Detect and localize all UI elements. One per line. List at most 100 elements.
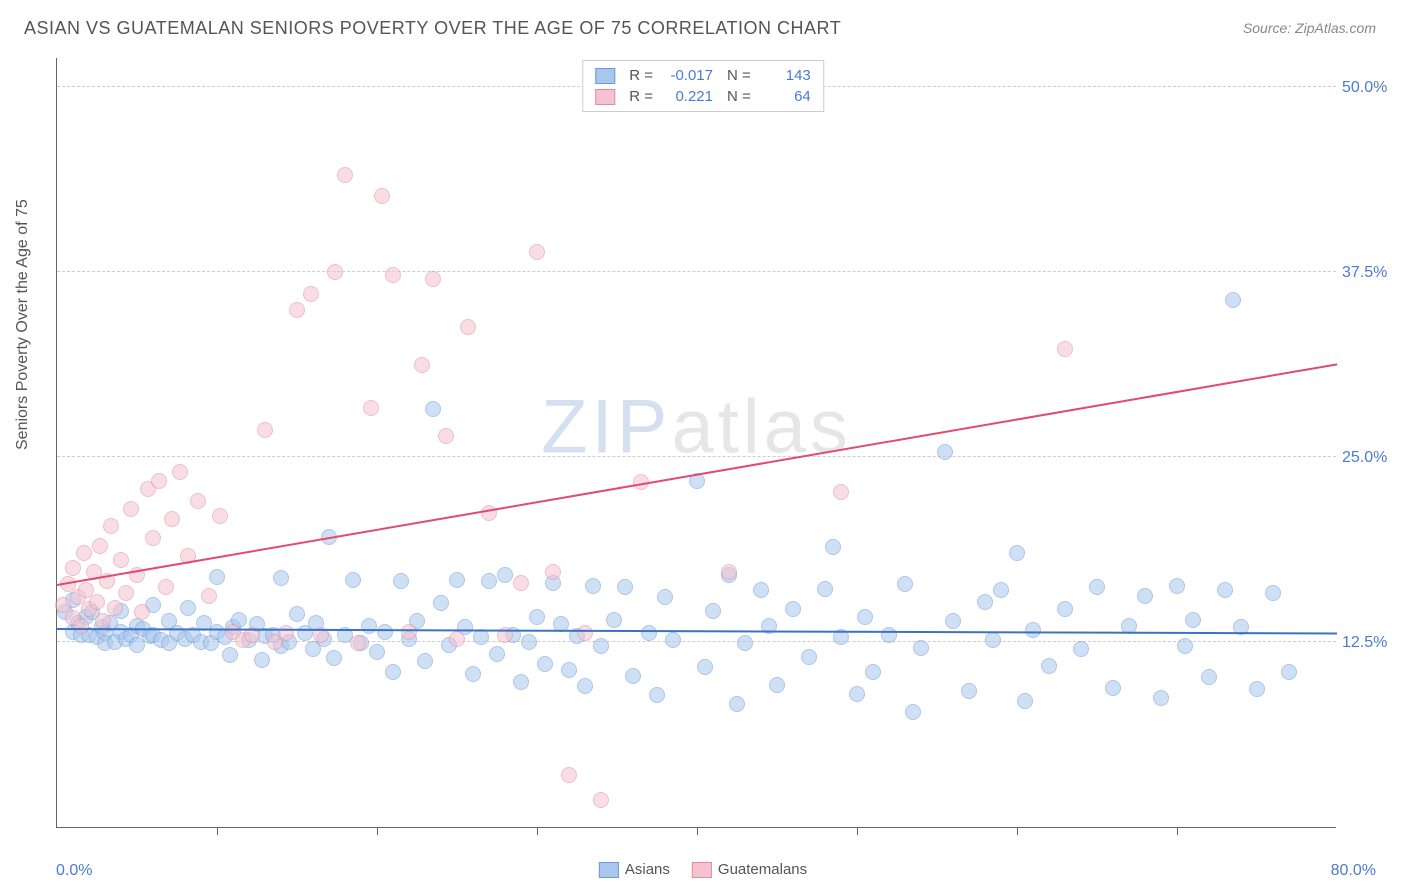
data-point bbox=[1281, 664, 1297, 680]
data-point bbox=[593, 792, 609, 808]
data-point bbox=[449, 631, 465, 647]
series-legend: Asians Guatemalans bbox=[599, 861, 807, 878]
stats-row-guatemalans: R = 0.221 N = 64 bbox=[595, 86, 811, 107]
data-point bbox=[190, 493, 206, 509]
data-point bbox=[401, 624, 417, 640]
y-tick-label: 12.5% bbox=[1342, 634, 1398, 652]
swatch-asians bbox=[595, 68, 615, 84]
data-point bbox=[617, 579, 633, 595]
data-point bbox=[833, 484, 849, 500]
data-point bbox=[369, 644, 385, 660]
n-label: N = bbox=[727, 67, 751, 84]
data-point bbox=[289, 606, 305, 622]
data-point bbox=[897, 576, 913, 592]
data-point bbox=[561, 662, 577, 678]
data-point bbox=[257, 422, 273, 438]
data-point bbox=[585, 578, 601, 594]
data-point bbox=[577, 625, 593, 641]
data-point bbox=[425, 271, 441, 287]
data-point bbox=[993, 582, 1009, 598]
data-point bbox=[1153, 690, 1169, 706]
data-point bbox=[65, 560, 81, 576]
data-point bbox=[513, 575, 529, 591]
source-credit: Source: ZipAtlas.com bbox=[1243, 20, 1376, 36]
data-point bbox=[107, 600, 123, 616]
data-point bbox=[961, 683, 977, 699]
data-point bbox=[1025, 622, 1041, 638]
watermark-rest: atlas bbox=[671, 385, 852, 470]
data-point bbox=[1169, 578, 1185, 594]
data-point bbox=[385, 267, 401, 283]
data-point bbox=[865, 664, 881, 680]
data-point bbox=[460, 319, 476, 335]
data-point bbox=[537, 656, 553, 672]
data-point bbox=[825, 539, 841, 555]
stats-legend: R = -0.017 N = 143 R = 0.221 N = 64 bbox=[582, 60, 824, 112]
legend-label-asians: Asians bbox=[625, 861, 670, 878]
data-point bbox=[561, 767, 577, 783]
data-point bbox=[172, 464, 188, 480]
data-point bbox=[151, 473, 167, 489]
data-point bbox=[134, 604, 150, 620]
data-point bbox=[345, 572, 361, 588]
data-point bbox=[222, 647, 238, 663]
n-value-guatemalans: 64 bbox=[759, 88, 811, 105]
stats-row-asians: R = -0.017 N = 143 bbox=[595, 65, 811, 86]
data-point bbox=[529, 244, 545, 260]
r-label: R = bbox=[629, 88, 653, 105]
data-point bbox=[481, 573, 497, 589]
legend-item-guatemalans: Guatemalans bbox=[692, 861, 807, 878]
correlation-chart: ASIAN VS GUATEMALAN SENIORS POVERTY OVER… bbox=[0, 0, 1406, 892]
data-point bbox=[737, 635, 753, 651]
x-axis-max: 80.0% bbox=[1331, 862, 1376, 880]
data-point bbox=[985, 632, 1001, 648]
data-point bbox=[1225, 292, 1241, 308]
data-point bbox=[529, 609, 545, 625]
data-point bbox=[278, 625, 294, 641]
swatch-guatemalans bbox=[595, 89, 615, 105]
data-point bbox=[721, 564, 737, 580]
gridline bbox=[57, 271, 1336, 272]
data-point bbox=[289, 302, 305, 318]
data-point bbox=[425, 401, 441, 417]
data-point bbox=[593, 638, 609, 654]
data-point bbox=[103, 518, 119, 534]
data-point bbox=[1137, 588, 1153, 604]
data-point bbox=[625, 668, 641, 684]
data-point bbox=[913, 640, 929, 656]
data-point bbox=[209, 569, 225, 585]
data-point bbox=[361, 618, 377, 634]
plot-area: ZIPatlas 12.5%25.0%37.5%50.0% bbox=[56, 58, 1336, 828]
data-point bbox=[801, 649, 817, 665]
data-point bbox=[1057, 601, 1073, 617]
data-point bbox=[377, 624, 393, 640]
data-point bbox=[1041, 658, 1057, 674]
data-point bbox=[385, 664, 401, 680]
y-tick-label: 50.0% bbox=[1342, 79, 1398, 97]
data-point bbox=[303, 286, 319, 302]
data-point bbox=[123, 501, 139, 517]
swatch-guatemalans-icon bbox=[692, 862, 712, 878]
data-point bbox=[697, 659, 713, 675]
data-point bbox=[497, 567, 513, 583]
data-point bbox=[414, 357, 430, 373]
source-label: Source: bbox=[1243, 20, 1291, 36]
data-point bbox=[905, 704, 921, 720]
chart-title: ASIAN VS GUATEMALAN SENIORS POVERTY OVER… bbox=[24, 18, 841, 39]
swatch-asians-icon bbox=[599, 862, 619, 878]
data-point bbox=[164, 511, 180, 527]
data-point bbox=[363, 400, 379, 416]
watermark: ZIPatlas bbox=[541, 384, 852, 471]
data-point bbox=[374, 188, 390, 204]
data-point bbox=[1217, 582, 1233, 598]
data-point bbox=[465, 666, 481, 682]
data-point bbox=[1073, 641, 1089, 657]
data-point bbox=[769, 677, 785, 693]
data-point bbox=[641, 625, 657, 641]
data-point bbox=[73, 618, 89, 634]
r-value-guatemalans: 0.221 bbox=[661, 88, 713, 105]
y-axis-label: Seniors Poverty Over the Age of 75 bbox=[14, 199, 32, 450]
data-point bbox=[1089, 579, 1105, 595]
legend-item-asians: Asians bbox=[599, 861, 670, 878]
x-tick bbox=[217, 827, 218, 835]
